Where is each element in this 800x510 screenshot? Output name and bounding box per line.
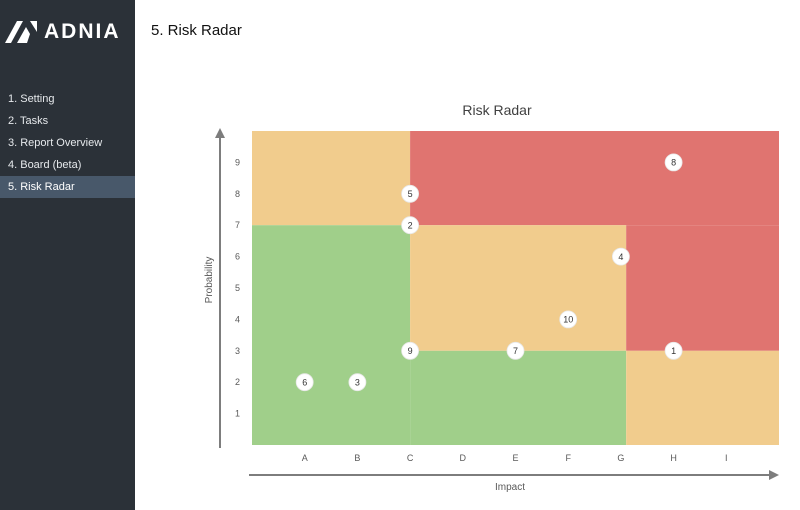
adnia-logo-icon	[5, 21, 37, 43]
sidebar-item-setting[interactable]: 1. Setting	[8, 93, 55, 105]
y-axis-arrow-icon	[215, 128, 225, 138]
zone-red-4	[626, 225, 779, 351]
risk-point-9[interactable]: 9	[401, 341, 420, 360]
y-tick-label: 3	[235, 346, 240, 356]
y-axis-label: Probability	[204, 257, 215, 304]
zone-amber-0	[252, 131, 411, 226]
x-tick-label: G	[617, 453, 624, 463]
x-tick-label: E	[512, 453, 518, 463]
y-tick-label: 6	[235, 252, 240, 262]
brand-name: ADNIA	[44, 20, 121, 43]
risk-zones	[252, 131, 779, 445]
x-tick-label: B	[354, 453, 360, 463]
x-tick-label: A	[302, 453, 308, 463]
sidebar: ADNIA 1. Setting 2. Tasks 3. Report Over…	[0, 0, 135, 510]
risk-point-marker[interactable]	[295, 373, 314, 392]
risk-point-label: 5	[408, 189, 413, 199]
page-title: 5. Risk Radar	[151, 22, 242, 39]
risk-points: 1 2 3 4 5 6 7 8 9 10	[295, 153, 683, 392]
y-tick-label: 4	[235, 314, 240, 324]
x-axis-arrow-icon	[769, 470, 779, 480]
risk-point-marker[interactable]	[612, 247, 630, 266]
risk-point-marker[interactable]	[664, 153, 683, 172]
x-tick-label: I	[725, 453, 728, 463]
risk-point-marker[interactable]	[559, 310, 578, 329]
y-tick-label: 9	[235, 157, 240, 167]
x-tick-label: D	[460, 453, 467, 463]
sidebar-item-tasks[interactable]: 2. Tasks	[8, 115, 49, 127]
y-tick-labels: 1 2 3 4 5 6 7 8 9	[235, 157, 240, 418]
sidebar-item-report-overview[interactable]: 3. Report Overview	[8, 137, 103, 149]
risk-point-label: 4	[618, 252, 623, 262]
chart-title: Risk Radar	[462, 102, 532, 118]
sidebar-item-board[interactable]: 4. Board (beta)	[8, 159, 82, 171]
risk-point-label: 3	[355, 377, 360, 387]
risk-point-2[interactable]: 2	[401, 216, 420, 235]
risk-point-label: 6	[302, 377, 307, 387]
risk-point-8[interactable]: 8	[664, 153, 683, 172]
risk-point-10[interactable]: 10	[559, 310, 578, 329]
risk-point-marker[interactable]	[664, 341, 683, 360]
risk-point-6[interactable]: 6	[295, 373, 314, 392]
y-tick-label: 8	[235, 189, 240, 199]
risk-point-marker[interactable]	[348, 373, 367, 392]
zone-amber-6	[626, 350, 779, 445]
zone-red-1	[410, 131, 779, 226]
brand-logo[interactable]: ADNIA	[4, 20, 121, 44]
risk-point-marker[interactable]	[506, 341, 525, 360]
risk-point-5[interactable]: 5	[401, 184, 420, 203]
risk-point-label: 2	[408, 220, 413, 230]
risk-point-label: 9	[408, 346, 413, 356]
risk-point-3[interactable]: 3	[348, 373, 367, 392]
risk-point-7[interactable]: 7	[506, 341, 525, 360]
y-tick-label: 7	[235, 220, 240, 230]
zone-green-5	[410, 350, 627, 445]
risk-point-marker[interactable]	[401, 341, 420, 360]
risk-point-label: 7	[513, 346, 518, 356]
zone-green-2	[252, 225, 411, 445]
sidebar-item-risk-radar[interactable]: 5. Risk Radar	[0, 176, 135, 198]
x-tick-label: H	[670, 453, 677, 463]
risk-point-label: 8	[671, 158, 676, 168]
y-tick-label: 1	[235, 409, 240, 419]
zone-amber-3	[410, 225, 627, 351]
risk-point-marker[interactable]	[401, 184, 420, 203]
y-tick-label: 5	[235, 283, 240, 293]
x-tick-label: C	[407, 453, 414, 463]
chart-axes	[215, 128, 779, 480]
risk-point-label: 1	[671, 346, 676, 356]
y-tick-label: 2	[235, 377, 240, 387]
risk-point-4[interactable]: 4	[612, 247, 630, 266]
risk-point-1[interactable]: 1	[664, 341, 683, 360]
sidebar-nav: 1. Setting 2. Tasks 3. Report Overview 4…	[0, 88, 135, 198]
x-tick-label: F	[565, 453, 571, 463]
risk-point-marker[interactable]	[401, 216, 420, 235]
risk-point-label: 10	[563, 315, 573, 325]
x-axis-label: Impact	[495, 482, 525, 493]
x-tick-labels: A B C D E F G H I	[302, 453, 728, 463]
